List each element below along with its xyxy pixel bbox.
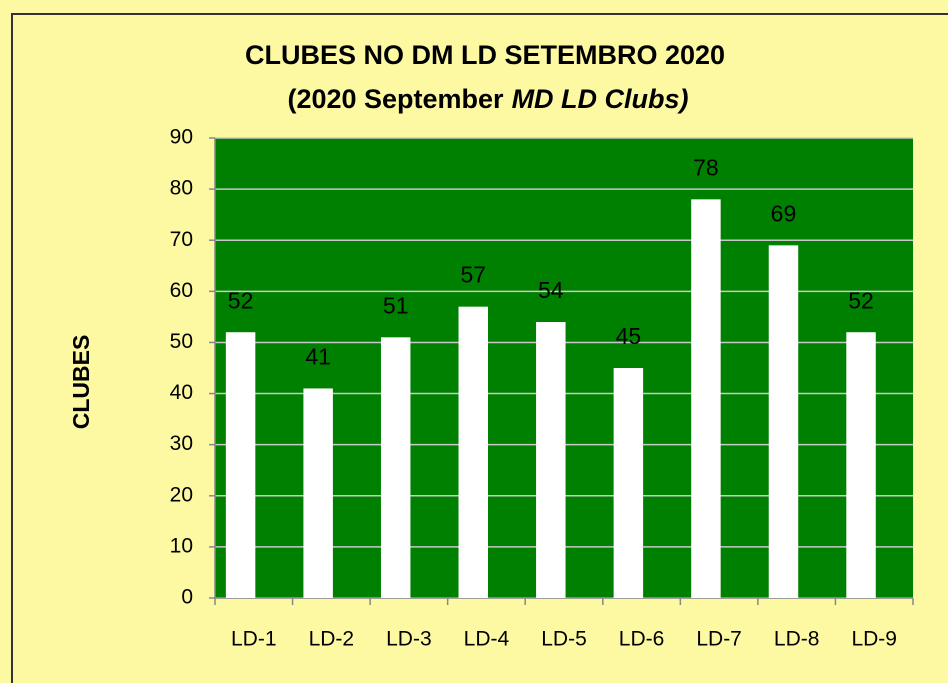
chart-title: CLUBES NO DM LD SETEMBRO 2020 <box>245 40 725 70</box>
x-tick-label: LD-5 <box>541 628 587 651</box>
x-tick-label: LD-1 <box>231 628 277 651</box>
data-label: 78 <box>693 154 719 180</box>
x-tick-label: LD-6 <box>619 628 665 651</box>
x-tick-label: LD-9 <box>851 628 897 651</box>
data-label: 54 <box>538 277 564 303</box>
data-label: 69 <box>771 200 797 226</box>
x-tick-label: LD-4 <box>464 628 510 651</box>
y-tick-label: 70 <box>170 228 193 251</box>
bar <box>225 332 256 598</box>
y-tick-label: 60 <box>170 279 193 302</box>
frame <box>11 13 948 683</box>
subtitle-part: (2020 September <box>287 84 504 114</box>
data-label: 52 <box>848 287 874 313</box>
data-label: 51 <box>383 292 409 318</box>
data-label: 57 <box>460 262 486 288</box>
bar <box>458 306 488 598</box>
x-tick-label: LD-8 <box>774 628 820 651</box>
y-tick-label: 0 <box>181 586 193 609</box>
bar <box>691 199 721 599</box>
data-label: 52 <box>228 287 254 313</box>
y-tick-label: 30 <box>170 432 193 455</box>
data-label: 45 <box>616 323 642 349</box>
chart-subtitle: (2020 September MD LD Clubs) <box>287 84 688 114</box>
bar <box>846 332 876 598</box>
y-tick-label: 90 <box>170 126 193 149</box>
y-tick-label: 80 <box>170 177 193 200</box>
y-tick-label: 20 <box>170 483 193 506</box>
x-tick-label: LD-2 <box>309 628 355 651</box>
bar <box>536 322 566 598</box>
subtitle-part: MD LD Clubs) <box>512 84 689 114</box>
y-axis-label: CLUBES <box>68 335 94 430</box>
y-tick-label: 50 <box>170 330 193 353</box>
bar <box>768 245 799 599</box>
x-tick-label: LD-3 <box>386 628 432 651</box>
data-label: 41 <box>305 344 331 370</box>
bar <box>380 337 411 598</box>
y-tick-label: 40 <box>170 381 193 404</box>
x-tick-label: LD-7 <box>696 628 742 651</box>
y-tick-label: 10 <box>170 534 193 557</box>
bar <box>613 368 644 598</box>
bar <box>303 388 333 598</box>
